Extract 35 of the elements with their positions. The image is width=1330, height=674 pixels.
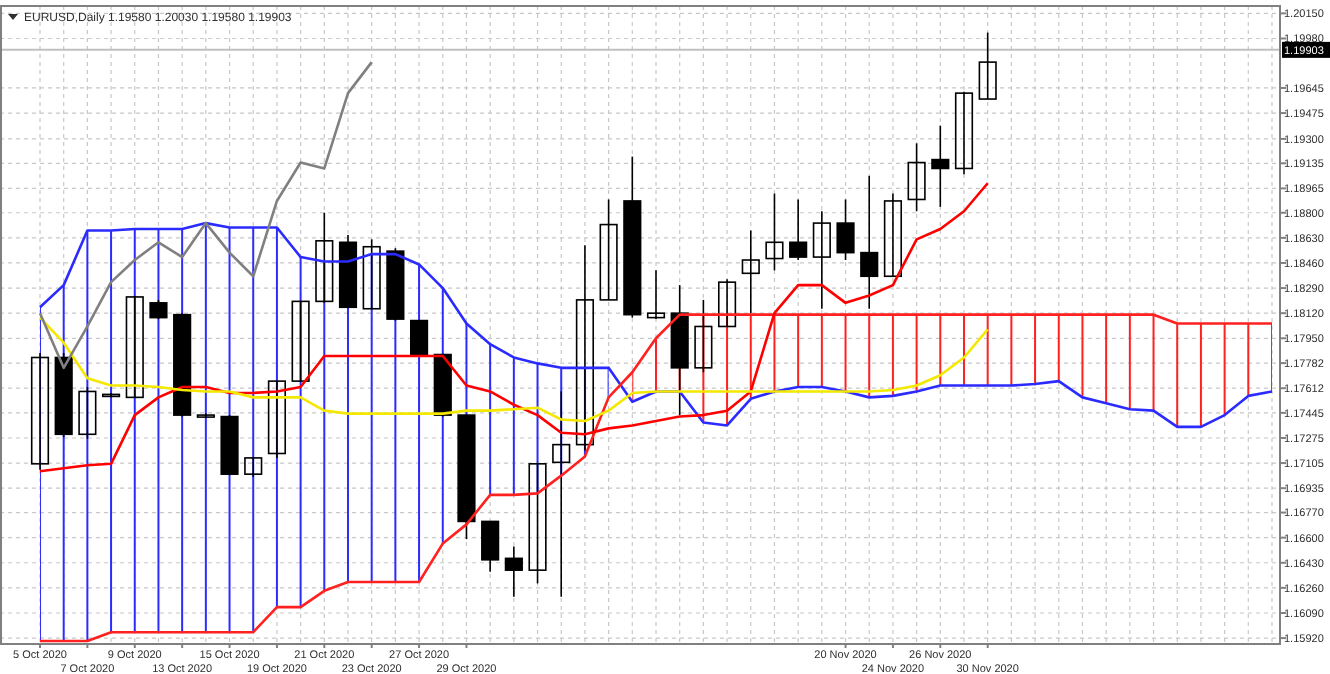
candlestick xyxy=(149,299,168,320)
candlestick xyxy=(267,380,287,459)
candlestick xyxy=(30,352,50,471)
line-series xyxy=(38,316,989,423)
candlestick xyxy=(931,124,950,208)
candlestick xyxy=(978,31,997,100)
line-series xyxy=(38,313,1274,643)
line-series xyxy=(38,60,373,370)
candlestick xyxy=(836,198,855,261)
candlestick xyxy=(812,210,831,310)
line-series xyxy=(38,181,989,473)
candlestick xyxy=(599,198,618,301)
candlestick xyxy=(362,238,381,310)
candlestick xyxy=(409,319,429,356)
candlestick xyxy=(481,520,500,573)
candlestick xyxy=(646,269,666,320)
candlestick xyxy=(883,192,903,278)
candlestick xyxy=(125,296,144,399)
candlestick xyxy=(291,300,310,382)
candlestick xyxy=(694,299,713,374)
candlestick xyxy=(907,142,926,213)
candlestick xyxy=(244,457,263,478)
candlestick xyxy=(78,386,97,440)
candlestick xyxy=(954,90,974,176)
line-series xyxy=(38,221,1274,429)
candlestick xyxy=(315,211,334,304)
candlestick xyxy=(504,545,523,598)
candlestick xyxy=(789,198,808,261)
candlestick xyxy=(552,390,571,598)
candlestick xyxy=(765,192,784,272)
candlestick xyxy=(717,278,737,328)
candlestick xyxy=(860,175,879,310)
candlestick xyxy=(741,229,760,314)
candlestick xyxy=(575,244,595,452)
candlestick xyxy=(528,463,547,585)
